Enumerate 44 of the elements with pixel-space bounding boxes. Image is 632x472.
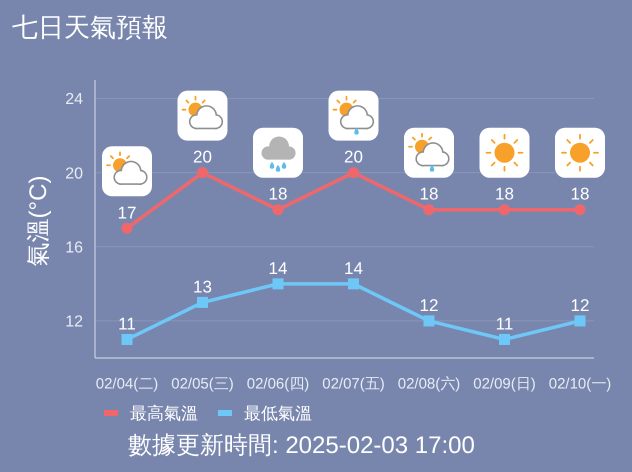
point bbox=[499, 334, 510, 345]
y-tick-label: 20 bbox=[65, 165, 84, 182]
point bbox=[122, 222, 132, 234]
data-label: 12 bbox=[570, 296, 590, 315]
point bbox=[499, 204, 510, 216]
data-label: 11 bbox=[118, 314, 136, 334]
y-axis-title: 氣溫(°C) bbox=[25, 176, 52, 266]
text: 數據更新時間: 2025-02-03 17:00 bbox=[128, 432, 475, 459]
legend-label: 最高氣溫 bbox=[130, 404, 198, 423]
data-label: 14 bbox=[268, 258, 288, 278]
point bbox=[197, 167, 208, 178]
data-label: 18 bbox=[570, 184, 590, 204]
x-tick-label: 02/06(四) bbox=[246, 375, 310, 392]
point bbox=[574, 204, 586, 216]
point bbox=[424, 315, 434, 326]
x-tick-label: 02/05(三) bbox=[171, 375, 234, 392]
x-tick-label: 02/09(日) bbox=[473, 375, 536, 392]
legend-label: 最低氣溫 bbox=[244, 404, 312, 423]
point bbox=[348, 167, 359, 178]
point bbox=[348, 278, 359, 290]
x-tick-label: 02/07(五) bbox=[322, 375, 385, 392]
y-tick-label: 16 bbox=[65, 239, 84, 256]
point bbox=[272, 278, 284, 290]
data-label: 20 bbox=[193, 148, 212, 167]
point bbox=[197, 296, 208, 308]
chart-title: 七日天氣預報 bbox=[12, 12, 168, 42]
x-tick-label: 02/10(一) bbox=[548, 375, 612, 392]
data-label: 18 bbox=[420, 184, 438, 204]
x-tick-label: 02/04(二) bbox=[96, 375, 158, 392]
x-tick-label: 02/08(六) bbox=[398, 375, 460, 392]
data-label: 13 bbox=[193, 277, 212, 296]
data-label: 18 bbox=[268, 184, 288, 204]
point bbox=[574, 315, 586, 326]
data-label: 11 bbox=[496, 314, 514, 334]
data-label: 17 bbox=[118, 203, 136, 222]
data-label: 18 bbox=[495, 184, 514, 204]
data-label: 14 bbox=[344, 258, 363, 278]
data-label: 12 bbox=[420, 296, 438, 315]
point bbox=[424, 204, 434, 216]
y-tick-label: 24 bbox=[65, 91, 84, 108]
data-label: 20 bbox=[344, 148, 363, 167]
point bbox=[272, 204, 284, 216]
point bbox=[122, 334, 132, 345]
y-tick-label: 12 bbox=[65, 314, 84, 331]
